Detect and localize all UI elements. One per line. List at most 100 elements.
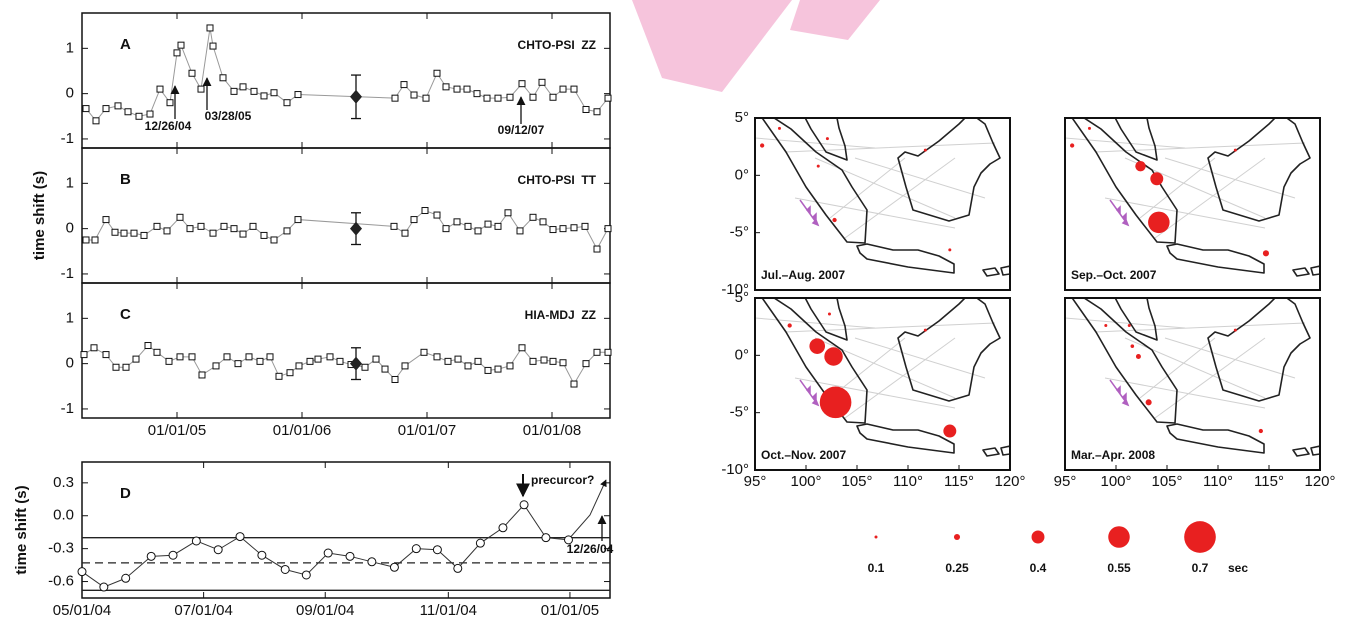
point	[581, 222, 589, 230]
point	[593, 348, 601, 356]
point	[484, 220, 492, 228]
point	[286, 369, 294, 377]
point	[82, 236, 90, 244]
point	[140, 231, 148, 239]
point	[177, 41, 185, 49]
point	[541, 533, 551, 543]
point	[559, 225, 567, 233]
point	[188, 69, 196, 77]
point	[475, 538, 485, 548]
panel-frame	[81, 282, 611, 419]
point	[250, 87, 258, 95]
y-tick-label: 0	[66, 220, 74, 237]
x-tick-label: 105°	[1151, 473, 1182, 490]
point	[260, 92, 268, 100]
point	[283, 99, 291, 107]
point	[422, 94, 430, 102]
point	[176, 353, 184, 361]
point	[234, 360, 242, 368]
point	[82, 105, 90, 113]
bubble	[777, 126, 781, 130]
x-tick-label: 01/01/07	[398, 422, 456, 439]
point	[361, 363, 369, 371]
point	[454, 355, 462, 363]
size-legend-label: 0.7	[1192, 561, 1209, 575]
point	[168, 550, 178, 560]
size-legend-bubble	[1031, 530, 1045, 544]
station-label: CHTO-PSI TT	[518, 173, 597, 187]
point	[212, 362, 220, 370]
size-legend-label: 0.4	[1030, 561, 1047, 575]
point	[559, 359, 567, 367]
x-tick-label: 01/01/05	[541, 602, 599, 617]
mean-marker	[350, 356, 362, 371]
bubble	[1258, 428, 1263, 434]
point	[156, 85, 164, 93]
point	[270, 89, 278, 97]
bubble	[832, 217, 837, 223]
size-legend-label: 0.55	[1107, 561, 1131, 575]
point	[484, 366, 492, 374]
point	[314, 355, 322, 363]
panel-frame	[81, 461, 611, 599]
point	[235, 532, 245, 542]
point	[283, 227, 291, 235]
bubble	[819, 386, 852, 419]
y-tick-label: -1	[61, 400, 74, 417]
mean-marker	[350, 221, 362, 236]
bubble	[1130, 344, 1135, 348]
point	[121, 573, 131, 583]
point	[186, 225, 194, 233]
size-legend-label: 0.1	[868, 561, 885, 575]
point	[260, 231, 268, 239]
point	[132, 355, 140, 363]
point	[494, 94, 502, 102]
point	[582, 360, 590, 368]
point	[529, 213, 537, 221]
point	[198, 371, 206, 379]
point	[294, 91, 302, 99]
panel-title: Sep.–Oct. 2007	[1071, 268, 1157, 282]
y-tick-label: -10°	[721, 281, 749, 298]
point	[122, 363, 130, 371]
point	[604, 94, 612, 102]
point	[280, 564, 290, 574]
panel-label: D	[120, 485, 131, 502]
bubble	[1262, 250, 1269, 257]
point	[504, 209, 512, 217]
point	[275, 372, 283, 380]
x-tick-label: 01/01/05	[148, 422, 206, 439]
y-tick-label: -0.6	[48, 573, 74, 590]
bubble	[1070, 143, 1075, 148]
point	[219, 74, 227, 82]
point	[494, 222, 502, 230]
point	[188, 353, 196, 361]
point	[570, 380, 578, 388]
map-frame	[754, 297, 1011, 471]
point	[197, 222, 205, 230]
point	[593, 108, 601, 116]
point	[432, 545, 442, 555]
point	[111, 228, 119, 236]
y-tick-label: 0°	[735, 346, 749, 363]
point	[390, 222, 398, 230]
panel-title: Mar.–Apr. 2008	[1071, 448, 1155, 462]
point	[516, 227, 524, 235]
bubble	[824, 347, 843, 366]
coastline	[1065, 108, 1320, 276]
annotation: 09/12/07	[498, 123, 545, 137]
point	[433, 69, 441, 77]
point	[518, 344, 526, 352]
annotation: 03/28/05	[205, 109, 252, 123]
point	[518, 80, 526, 88]
point	[92, 117, 100, 125]
bubble	[816, 164, 820, 168]
station-label: HIA-MDJ ZZ	[525, 308, 596, 322]
size-legend-bubble	[953, 533, 961, 541]
bubble	[923, 328, 927, 332]
point	[256, 357, 264, 365]
point	[494, 365, 502, 373]
point	[604, 348, 612, 356]
point	[176, 213, 184, 221]
